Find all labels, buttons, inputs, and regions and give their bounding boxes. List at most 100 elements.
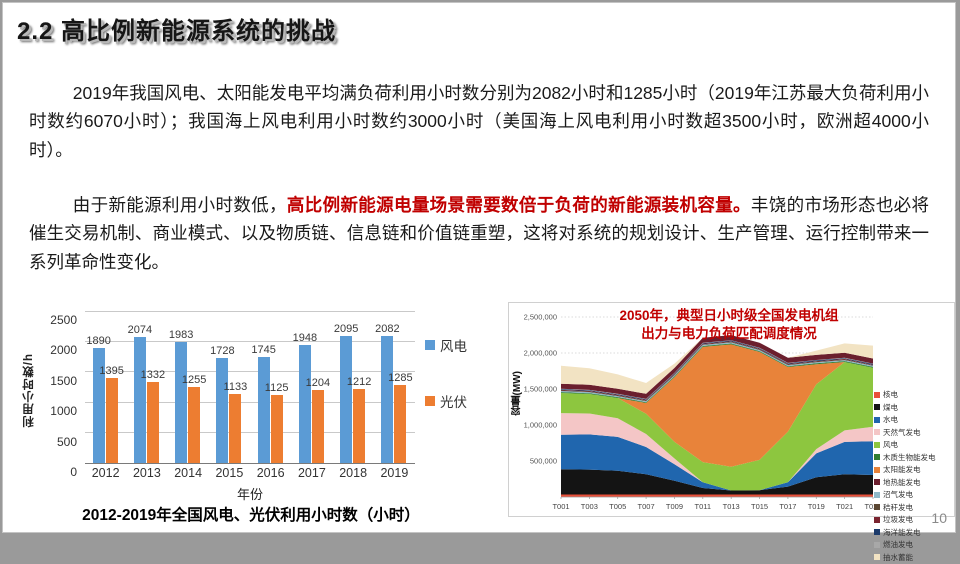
legend-swatch — [425, 340, 435, 350]
legend-label: 风电 — [883, 440, 898, 449]
bar-风电-2016 — [257, 356, 270, 463]
gridline — [85, 371, 415, 373]
bar-chart-y-axis-label: 利用小时数/h — [23, 353, 35, 428]
x-tick-label: 2018 — [339, 466, 368, 480]
bar-chart-plot-area: 1890 1395 2074 1332 1983 1255 1728 1133 1745 1125… — [85, 310, 415, 464]
bar-光伏-2013 — [146, 382, 159, 463]
bar-chart-figure: 利用小时数/h 0 500 1000 1500 2000 2500 1890 1395 207… — [23, 303, 480, 533]
svg-text:T001: T001 — [552, 502, 569, 511]
legend-swatch — [874, 479, 880, 485]
legend-label: 煤电 — [883, 402, 898, 412]
legend-item-秸秆发电: 秸秆发电 — [874, 502, 950, 513]
bar-value-label: 1395 — [99, 365, 124, 378]
legend-item-木质生物能发电: 木质生物能发电 — [874, 452, 950, 463]
legend-label: 风电 — [440, 339, 467, 354]
bar-chart-x-ticks: 2012 2013 2014 2015 2016 2017 2018 2019 — [85, 466, 415, 482]
area-chart-title: 2050年，典型日小时级全国发电机组 出力与电力负荷匹配调度情况 — [619, 308, 839, 341]
svg-text:T005: T005 — [609, 502, 626, 511]
svg-text:1,500,000: 1,500,000 — [524, 385, 557, 394]
gridline — [85, 462, 415, 464]
bar-value-label: 1745 — [251, 343, 276, 356]
bar-chart-x-axis-label: 年份 — [236, 487, 263, 502]
paragraph-capacity-challenge: 由于新能源利用小时数低，高比例新能源电量场景需要数倍于负荷的新能源装机容量。丰饶… — [29, 191, 929, 276]
legend-label: 光伏 — [440, 395, 467, 410]
svg-text:T021: T021 — [836, 502, 853, 511]
legend-item-海洋能发电: 海洋能发电 — [874, 527, 950, 538]
bar-风电-2017 — [298, 344, 311, 463]
slide-title: 2.2 高比例新能源系统的挑战 — [17, 18, 337, 45]
paragraph-lead: 由于新能源利用小时数低， — [72, 195, 287, 215]
legend-label: 沼气发电 — [883, 490, 913, 499]
legend-item-垃圾发电: 垃圾发电 — [874, 514, 950, 525]
svg-text:500,000: 500,000 — [530, 457, 557, 466]
bar-光伏-2014 — [188, 386, 201, 463]
bar-value-label: 1983 — [168, 329, 194, 342]
legend-swatch — [874, 429, 880, 435]
bar-value-label: 1255 — [181, 373, 207, 386]
legend-item-水电: 水电 — [874, 414, 950, 425]
legend-swatch — [874, 391, 880, 398]
legend-label: 木质生物能发电 — [883, 452, 936, 462]
legend-swatch — [874, 504, 880, 510]
legend-item-抽水蓄能: 抽水蓄能 — [874, 552, 950, 563]
legend-swatch — [874, 441, 880, 448]
bar-光伏-2016 — [270, 394, 283, 463]
bar-光伏-2012 — [105, 378, 118, 463]
bar-value-label: 1948 — [292, 331, 318, 344]
legend-item-光伏: 光伏 — [425, 391, 480, 411]
legend-swatch — [874, 491, 880, 498]
area-chart-legend: 核电 煤电 水电 天然气发电 风电 木质生物能发电 太阳能发电 地热能发电 沼气发电 秸秆发电 垃圾… — [874, 389, 950, 564]
x-tick-label: 2015 — [215, 466, 244, 480]
bar-chart-caption: 2012-2019年全国风电、光伏利用小时数（小时） — [82, 507, 420, 524]
gridline — [85, 310, 415, 312]
legend-swatch — [874, 404, 880, 410]
svg-text:2,000,000: 2,000,000 — [524, 349, 557, 358]
bar-value-label: 1332 — [140, 369, 166, 382]
bar-value-label: 2082 — [375, 323, 400, 336]
area-chart-figure: 2050年，典型日小时级全国发电机组 出力与电力负荷匹配调度情况 容量(MW) 5… — [508, 302, 955, 562]
bar-value-label: 1204 — [305, 376, 331, 389]
bar-风电-2013 — [133, 336, 146, 463]
legend-swatch — [425, 396, 435, 406]
bar-光伏-2019 — [394, 384, 407, 463]
legend-label: 海洋能发电 — [883, 527, 921, 537]
bar-风电-2015 — [216, 357, 229, 463]
bar-value-label: 2095 — [333, 322, 359, 335]
legend-label: 秸秆发电 — [883, 502, 913, 512]
legend-item-燃油发电: 燃油发电 — [874, 539, 950, 550]
paragraph-utilization-hours: 2019年我国风电、太阳能发电平均满负荷利用小时数分别为2082小时和1285小… — [29, 83, 929, 160]
x-tick-label: 2016 — [256, 466, 285, 480]
legend-swatch — [874, 554, 880, 560]
svg-text:2,500,000: 2,500,000 — [524, 313, 557, 322]
gridline — [85, 340, 415, 342]
legend-swatch — [874, 516, 880, 523]
x-tick-label: 2019 — [380, 466, 409, 480]
paragraph-rest: 丰饶的市场形态也必将催生交易机制、商业模式、以及物质链、信息链和价值链重塑，这将… — [29, 195, 930, 272]
x-tick-label: 2014 — [174, 466, 203, 480]
legend-label: 核电 — [883, 390, 898, 399]
x-tick-label: 2013 — [132, 466, 161, 480]
svg-text:T017: T017 — [779, 502, 796, 511]
legend-item-天然气发电: 天然气发电 — [874, 427, 950, 438]
bar-value-label: 1125 — [264, 381, 289, 394]
legend-label: 天然气发电 — [883, 427, 921, 437]
legend-label: 抽水蓄能 — [883, 552, 913, 562]
bar-风电-2018 — [340, 335, 353, 463]
bar-value-label: 1212 — [346, 376, 372, 389]
svg-text:T015: T015 — [751, 502, 768, 511]
legend-item-煤电: 煤电 — [874, 402, 950, 413]
legend-swatch — [874, 466, 880, 473]
legend-swatch — [874, 541, 880, 548]
svg-text:T003: T003 — [581, 502, 598, 511]
x-tick-label: 2012 — [91, 466, 120, 480]
bar-value-label: 1285 — [388, 371, 413, 384]
legend-item-核电: 核电 — [874, 389, 950, 400]
bar-风电-2019 — [381, 336, 394, 463]
bar-value-label: 2074 — [127, 323, 153, 336]
y-tick-label: 0 — [70, 465, 77, 479]
area-chart-y-axis-label: 容量(MW) — [512, 371, 523, 416]
legend-swatch — [874, 529, 880, 535]
area-chart-plot-area: 500,000 1,000,000 1,500,000 2,000,000 2,500,… — [511, 305, 882, 517]
page-number: 10 — [931, 510, 947, 526]
